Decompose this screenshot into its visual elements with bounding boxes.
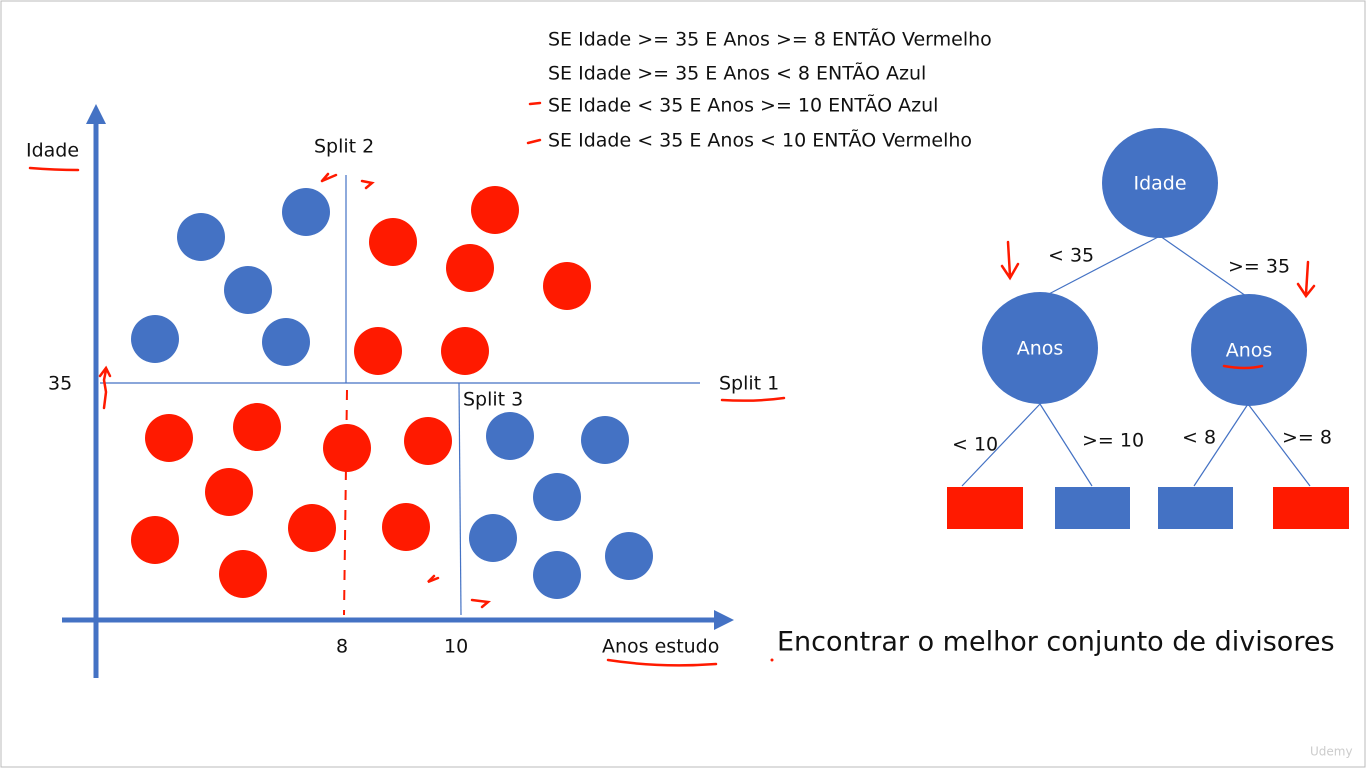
- node-label: Idade: [1133, 173, 1186, 195]
- point: [581, 416, 629, 464]
- split-3-line: [458, 382, 462, 616]
- leaf: [1273, 487, 1349, 529]
- annotation: [720, 396, 786, 402]
- point: [404, 417, 452, 465]
- annotation: [526, 101, 542, 145]
- point: [288, 504, 336, 552]
- point: [446, 244, 494, 292]
- edge-label: >= 35: [1228, 256, 1290, 278]
- edge: [1159, 235, 1247, 297]
- tree-node: [1191, 294, 1307, 406]
- edge: [961, 403, 1041, 487]
- caption: Encontrar o melhor conjunto de divisores: [777, 627, 1335, 658]
- point: [224, 266, 272, 314]
- point: [543, 262, 591, 310]
- point: [205, 468, 253, 516]
- leaf: [1055, 487, 1130, 529]
- edge-label: < 8: [1182, 427, 1216, 449]
- annotation: [98, 172, 492, 609]
- point: [605, 532, 653, 580]
- split-label: Split 1: [719, 373, 779, 395]
- point: [469, 514, 517, 562]
- edge: [1193, 403, 1249, 487]
- annotation: [606, 658, 718, 667]
- point: [382, 503, 430, 551]
- node-label: Anos: [1226, 340, 1273, 362]
- point: [533, 473, 581, 521]
- point: [177, 213, 225, 261]
- edge: [1247, 403, 1311, 487]
- point: [471, 186, 519, 234]
- point: [354, 327, 402, 375]
- point: [233, 403, 281, 451]
- point: [369, 218, 417, 266]
- rule: SE Idade < 35 E Anos >= 10 ENTÃO Azul: [548, 94, 938, 117]
- x-mark: 10: [444, 636, 468, 658]
- annotation: [1222, 364, 1264, 370]
- point: [282, 188, 330, 236]
- rule: SE Idade >= 35 E Anos >= 8 ENTÃO Vermelh…: [548, 28, 992, 51]
- node-label: Anos: [1017, 338, 1064, 360]
- edge-label: >= 10: [1082, 430, 1144, 452]
- rule: SE Idade >= 35 E Anos < 8 ENTÃO Azul: [548, 62, 926, 85]
- edge: [1044, 235, 1161, 297]
- point: [131, 516, 179, 564]
- point: [262, 318, 310, 366]
- point: [441, 327, 489, 375]
- edge: [1039, 403, 1093, 487]
- tree-node: [982, 292, 1098, 404]
- point: [486, 412, 534, 460]
- x-arrow: [714, 610, 734, 630]
- edge-label: >= 8: [1282, 427, 1332, 449]
- point: [323, 424, 371, 472]
- split-label: Split 2: [314, 136, 374, 158]
- x-mark: 8: [336, 636, 348, 658]
- x-label: Anos estudo: [602, 636, 719, 658]
- points: [131, 186, 653, 599]
- y-mark: 35: [48, 373, 72, 395]
- edge-label: < 35: [1048, 245, 1094, 267]
- point: [219, 550, 267, 598]
- split-label: Split 3: [463, 389, 523, 411]
- annotation: [28, 166, 80, 172]
- edge-label: < 10: [952, 434, 998, 456]
- rule: SE Idade < 35 E Anos < 10 ENTÃO Vermelho: [548, 129, 972, 152]
- point: [131, 315, 179, 363]
- tree-node: [1102, 128, 1218, 238]
- leaf: [947, 487, 1023, 529]
- annotation: [770, 658, 774, 662]
- point: [145, 414, 193, 462]
- point: [533, 551, 581, 599]
- watermark: Udemy: [1310, 745, 1353, 759]
- leaf: [1158, 487, 1233, 529]
- y-label: Idade: [26, 140, 79, 162]
- y-arrow: [86, 104, 106, 124]
- annotation: [1000, 240, 1316, 299]
- split-candidate: [343, 389, 348, 616]
